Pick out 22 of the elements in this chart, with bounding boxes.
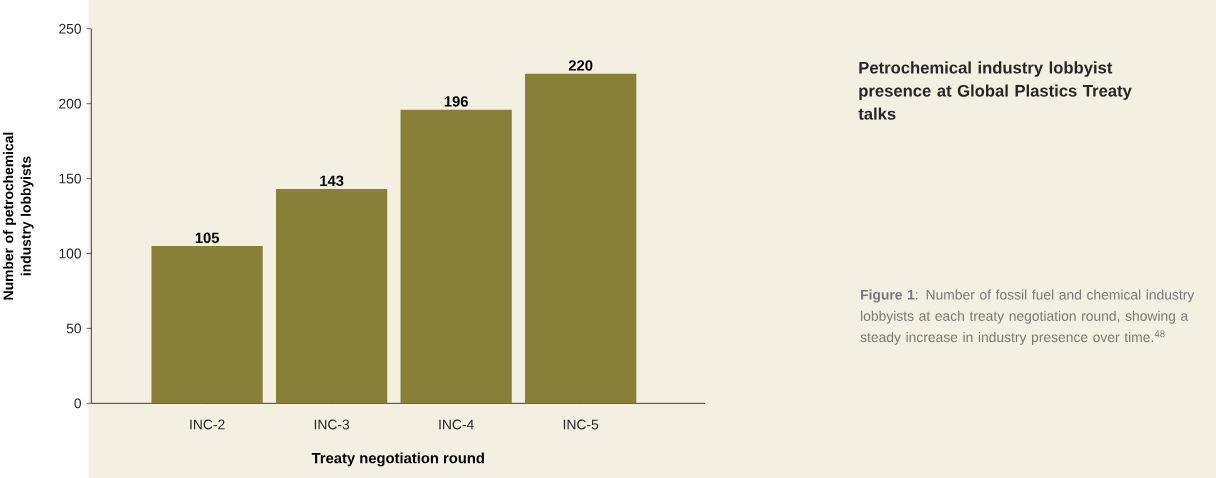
data-label: 105 xyxy=(195,232,220,243)
y-tick-label: 150 xyxy=(59,173,82,184)
data-label: 143 xyxy=(320,175,344,186)
y-axis-title: Number of petrochemical industry lobbyists xyxy=(3,132,34,300)
text: Petrochemical industry lobbyist presence at Global Plastics Treaty talks xyxy=(858,61,1132,120)
bar xyxy=(400,109,512,404)
bar xyxy=(525,73,637,404)
x-tick-label: INC-3 xyxy=(314,419,350,430)
y-tick-label: 0 xyxy=(74,398,82,409)
bar xyxy=(151,245,263,404)
bar xyxy=(276,188,388,404)
data-label: 196 xyxy=(444,95,468,107)
x-tick-label: INC-2 xyxy=(190,419,225,430)
data-label: 220 xyxy=(568,60,593,71)
text: Figure 1: Number of fossil fuel and chemical industry lobbyists at each treaty negotiation round, showing a steady increase in industry presence over time.$^{48}$ xyxy=(860,289,1195,345)
y-tick-label: 100 xyxy=(59,248,82,259)
x-tick-label: INC-5 xyxy=(563,419,599,430)
y-tick-label: 250 xyxy=(59,23,82,34)
x-tick-label: INC-4 xyxy=(439,419,474,430)
y-tick-label: 200 xyxy=(59,98,82,109)
y-tick-label: 50 xyxy=(66,323,82,334)
x-axis-title: Treaty negotiation round xyxy=(311,452,484,467)
